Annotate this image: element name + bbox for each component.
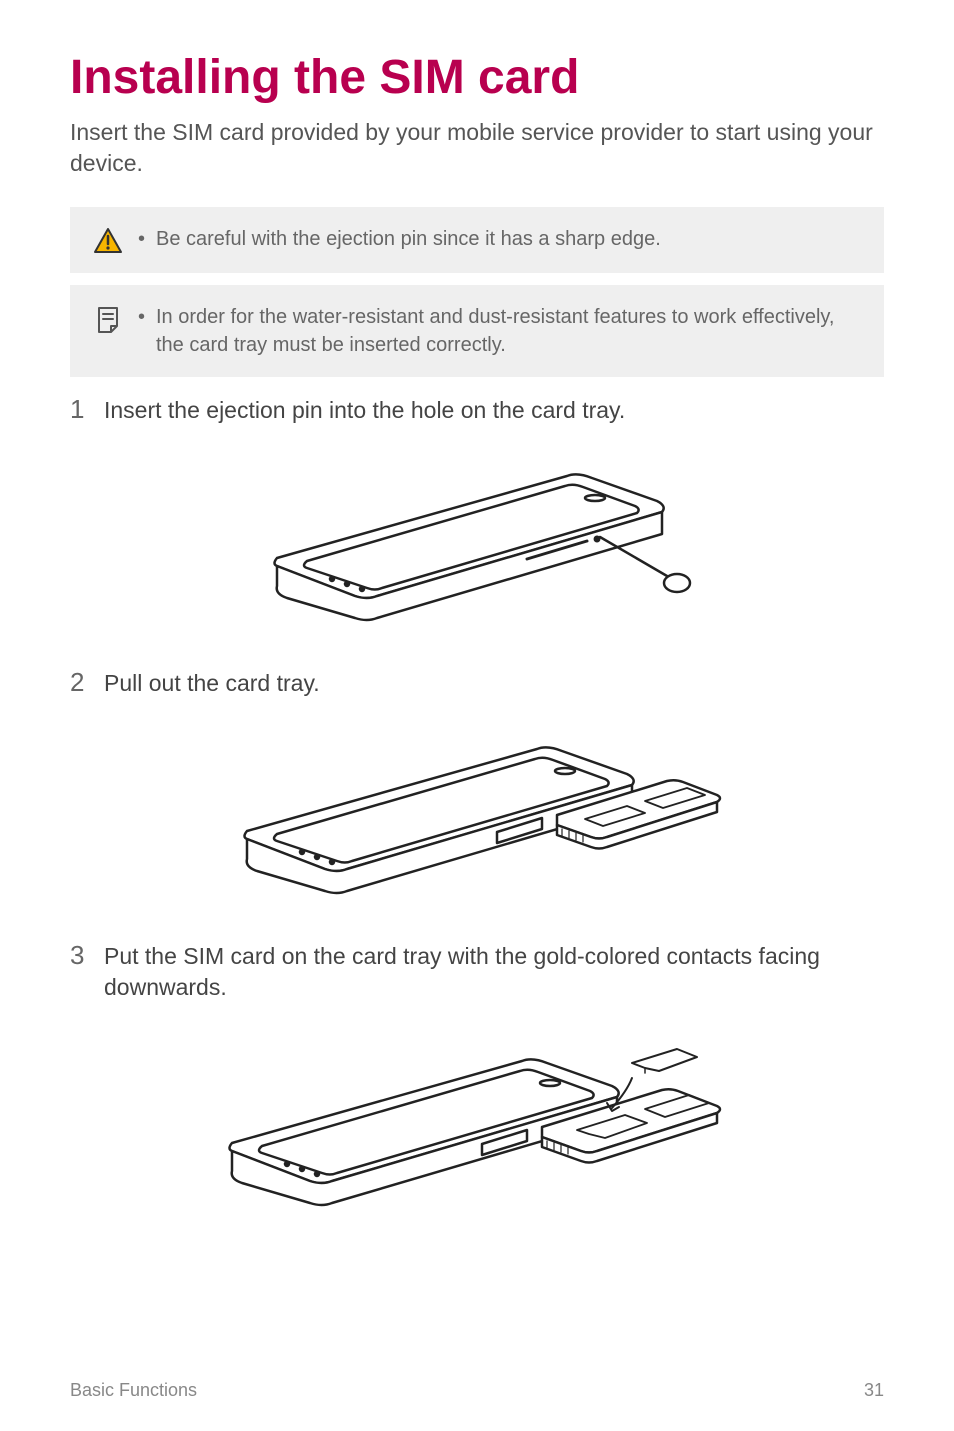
step-text: Put the SIM card on the card tray with t… <box>100 941 884 1003</box>
step-1: 1 Insert the ejection pin into the hole … <box>70 395 884 426</box>
intro-paragraph: Insert the SIM card provided by your mob… <box>70 117 884 179</box>
step-number: 3 <box>70 941 100 970</box>
step-3: 3 Put the SIM card on the card tray with… <box>70 941 884 1003</box>
page-title: Installing the SIM card <box>70 50 884 105</box>
illustration-place-sim <box>70 1023 884 1233</box>
warning-icon <box>90 225 126 255</box>
step-text: Pull out the card tray. <box>100 668 884 699</box>
footer-section: Basic Functions <box>70 1380 197 1401</box>
illustration-pull-tray <box>70 719 884 919</box>
step-number: 1 <box>70 395 100 424</box>
step-2: 2 Pull out the card tray. <box>70 668 884 699</box>
callout-note: In order for the water-resistant and dus… <box>70 285 884 377</box>
callout-warning: Be careful with the ejection pin since i… <box>70 207 884 273</box>
callout-warning-item: Be careful with the ejection pin since i… <box>138 225 864 253</box>
illustration-eject-pin <box>70 446 884 646</box>
callout-note-item: In order for the water-resistant and dus… <box>138 303 864 359</box>
footer-page-number: 31 <box>864 1380 884 1401</box>
page-footer: Basic Functions 31 <box>70 1380 884 1401</box>
note-icon <box>90 303 126 333</box>
step-text: Insert the ejection pin into the hole on… <box>100 395 884 426</box>
step-number: 2 <box>70 668 100 697</box>
